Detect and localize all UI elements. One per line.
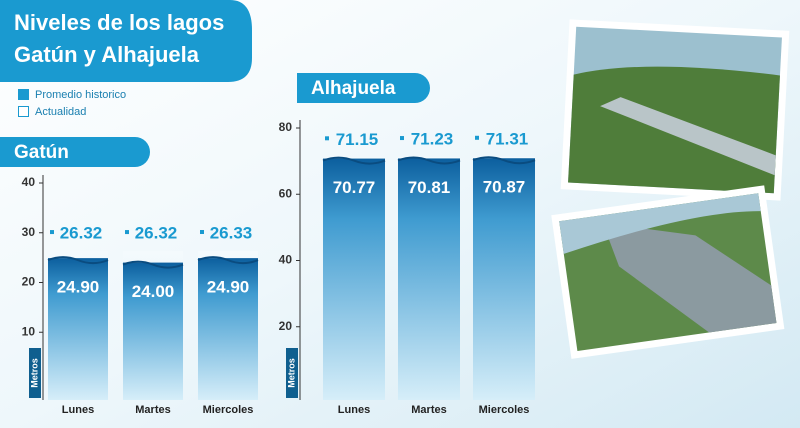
legend-swatch: [18, 89, 29, 100]
chart-title-pill: [297, 73, 430, 103]
value-marker: [50, 230, 54, 235]
y-axis-label: Metros: [286, 358, 296, 388]
value-marker: [325, 136, 329, 141]
y-tick-label: 20: [22, 275, 36, 289]
historic-value-label: 71.15: [336, 130, 379, 149]
current-bar: [48, 258, 108, 400]
current-value-label: 70.87: [483, 178, 526, 197]
y-tick-label: 30: [22, 225, 36, 239]
current-value-label: 70.77: [333, 178, 376, 197]
historic-value-label: 26.33: [210, 223, 253, 242]
title-line: Gatún y Alhajuela: [14, 42, 200, 67]
legend-label: Actualidad: [35, 106, 86, 118]
historic-value-label: 26.32: [60, 224, 103, 243]
value-marker: [200, 230, 204, 235]
value-marker: [400, 136, 404, 141]
y-label-box: [286, 348, 298, 398]
current-bar: [473, 158, 535, 400]
current-bar: [398, 158, 460, 400]
x-tick-label: Lunes: [62, 404, 94, 416]
value-marker: [125, 230, 129, 235]
x-tick-label: Miercoles: [479, 404, 530, 416]
current-value-label: 70.81: [408, 178, 451, 197]
photo: [551, 185, 785, 359]
y-label-box: [29, 348, 41, 398]
wave: [122, 260, 184, 269]
current-value-label: 24.90: [207, 278, 250, 297]
title-line: Niveles de los lagos: [14, 10, 224, 35]
value-marker: [475, 135, 479, 140]
legend-label: Promedio historico: [35, 89, 126, 101]
wave: [397, 156, 461, 165]
current-value-label: 24.90: [57, 278, 100, 297]
chart-title-pill: [0, 137, 150, 167]
wave: [47, 256, 109, 265]
historic-value-label: 71.31: [486, 129, 529, 148]
y-axis-label: Metros: [29, 358, 39, 388]
y-tick-label: 60: [279, 186, 293, 200]
current-value-label: 24.00: [132, 282, 175, 301]
wave: [197, 256, 259, 265]
current-bar: [123, 262, 183, 400]
x-tick-label: Miercoles: [203, 404, 254, 416]
historic-value-label: 71.23: [411, 130, 454, 149]
y-tick-label: 40: [279, 253, 293, 267]
y-tick-label: 40: [22, 175, 36, 189]
wave: [322, 156, 386, 165]
legend-swatch: [18, 106, 29, 117]
photo: [560, 19, 790, 201]
x-tick-label: Martes: [411, 404, 446, 416]
x-tick-label: Martes: [135, 404, 170, 416]
chart-title: Gatún: [14, 142, 69, 163]
y-tick-label: 80: [279, 120, 293, 134]
current-bar: [323, 158, 385, 400]
chart-title: Alhajuela: [311, 78, 396, 99]
x-tick-label: Lunes: [338, 404, 370, 416]
y-tick-label: 20: [279, 319, 293, 333]
title-banner: [0, 0, 252, 82]
historic-value-label: 26.32: [135, 224, 178, 243]
y-tick-label: 10: [22, 324, 36, 338]
wave: [472, 156, 536, 165]
current-bar: [198, 258, 258, 400]
